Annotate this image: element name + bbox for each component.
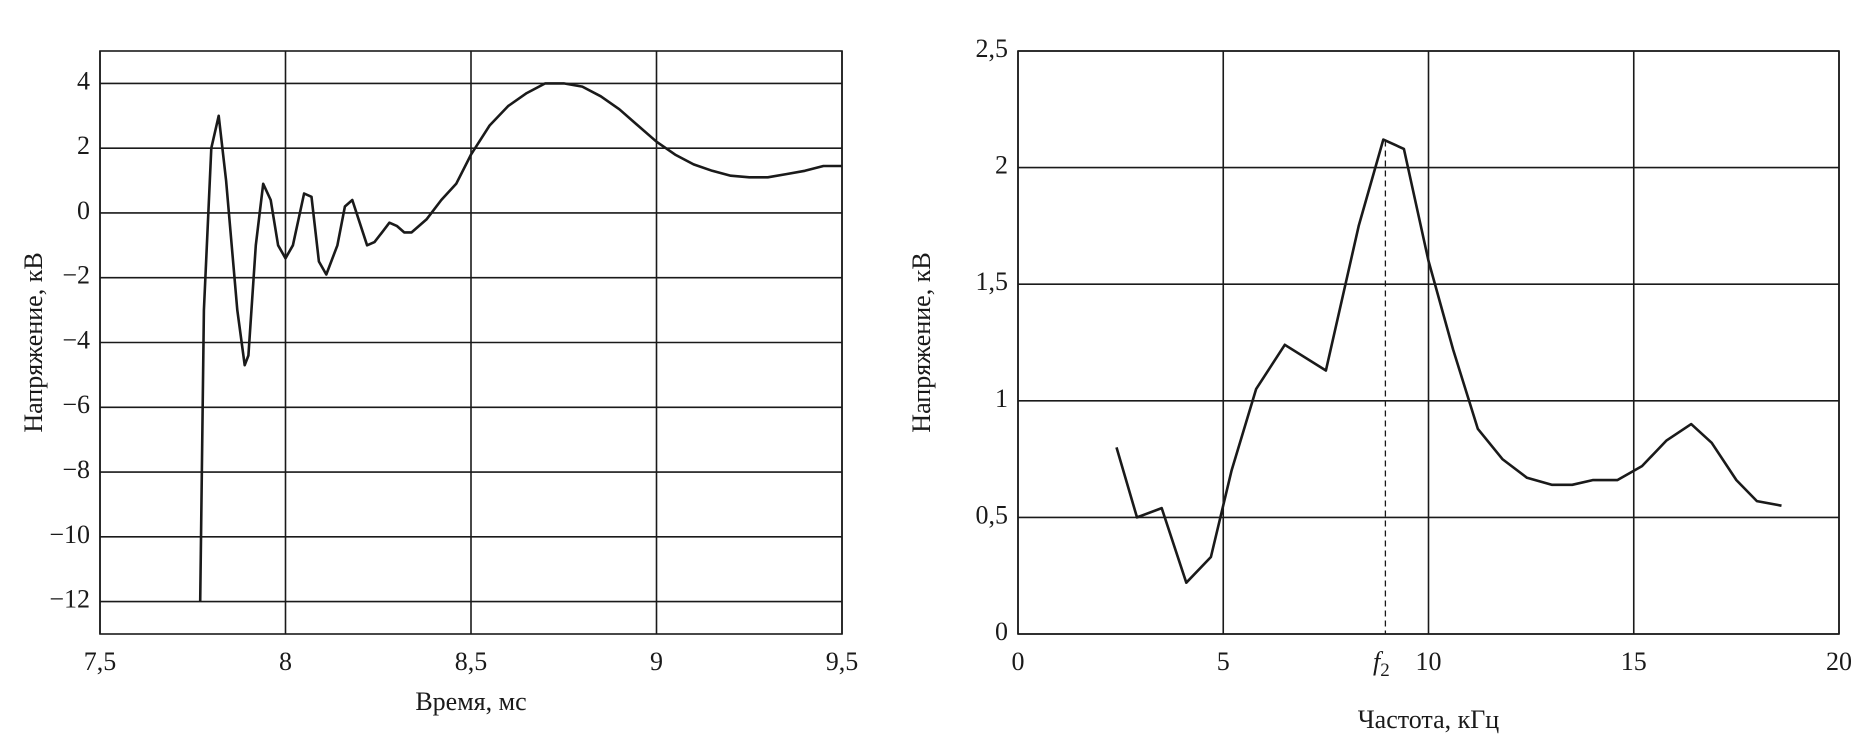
plot-frame (99, 50, 843, 635)
data-line (1115, 138, 1782, 584)
y-axis-title: Напряжение, кВ (907, 252, 936, 432)
x-axis-title: Частота, кГц (1358, 705, 1500, 734)
x-tick-label: 8,5 (455, 647, 488, 676)
x-tick-label: 7,5 (84, 647, 117, 676)
marker-label: f2 (1373, 647, 1390, 681)
x-tick-label: 9 (650, 647, 663, 676)
plot-frame (1017, 50, 1840, 635)
marker-label-main: f (1373, 647, 1384, 676)
y-tick-label: 2,5 (976, 34, 1009, 63)
x-tick-label: 9,5 (826, 647, 859, 676)
y-tick-label: 0,5 (976, 500, 1009, 529)
marker-label-sub: 2 (1380, 660, 1390, 681)
y-tick-label: 0 (77, 196, 90, 225)
y-tick-label: 2 (77, 131, 90, 160)
y-tick-label: 1,5 (976, 267, 1009, 296)
y-tick-label: 2 (995, 151, 1008, 180)
y-tick-label: −10 (49, 520, 90, 549)
y-tick-label: 1 (995, 384, 1008, 413)
y-tick-label: −8 (62, 455, 90, 484)
x-tick-label: 15 (1621, 647, 1647, 676)
y-tick-label: −12 (49, 585, 90, 614)
y-axis-title: Напряжение, кВ (19, 252, 48, 432)
x-tick-label: 0 (1012, 647, 1025, 676)
data-line (198, 82, 842, 602)
x-tick-label: 10 (1416, 647, 1442, 676)
x-axis-title: Время, мс (415, 687, 526, 716)
x-tick-label: 20 (1826, 647, 1852, 676)
y-tick-label: 0 (995, 617, 1008, 646)
x-tick-label: 8 (279, 647, 292, 676)
y-tick-label: −2 (62, 261, 90, 290)
x-tick-label: 5 (1217, 647, 1230, 676)
y-tick-label: −6 (62, 390, 90, 419)
y-tick-label: 4 (77, 66, 90, 95)
y-tick-label: −4 (62, 325, 90, 354)
